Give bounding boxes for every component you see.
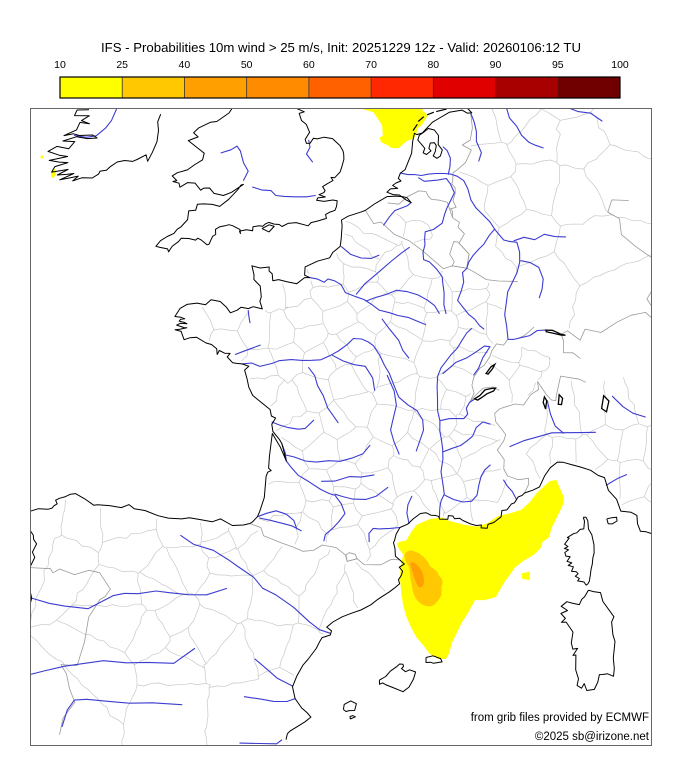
svg-text:from grib files provided by EC: from grib files provided by ECMWF: [471, 712, 649, 724]
svg-text:80: 80: [427, 59, 439, 71]
svg-text:100: 100: [611, 59, 629, 71]
svg-text:95: 95: [552, 59, 564, 71]
svg-text:25: 25: [116, 59, 128, 71]
svg-text:70: 70: [365, 59, 377, 71]
svg-text:40: 40: [179, 59, 191, 71]
svg-text:90: 90: [490, 59, 502, 71]
svg-text:©2025 sb@irizone.net: ©2025 sb@irizone.net: [535, 731, 650, 743]
svg-text:IFS - Probabilities 10m wind >: IFS - Probabilities 10m wind > 25 m/s, I…: [101, 40, 581, 55]
svg-text:60: 60: [303, 59, 315, 71]
svg-text:10: 10: [54, 59, 66, 71]
svg-text:50: 50: [241, 59, 253, 71]
